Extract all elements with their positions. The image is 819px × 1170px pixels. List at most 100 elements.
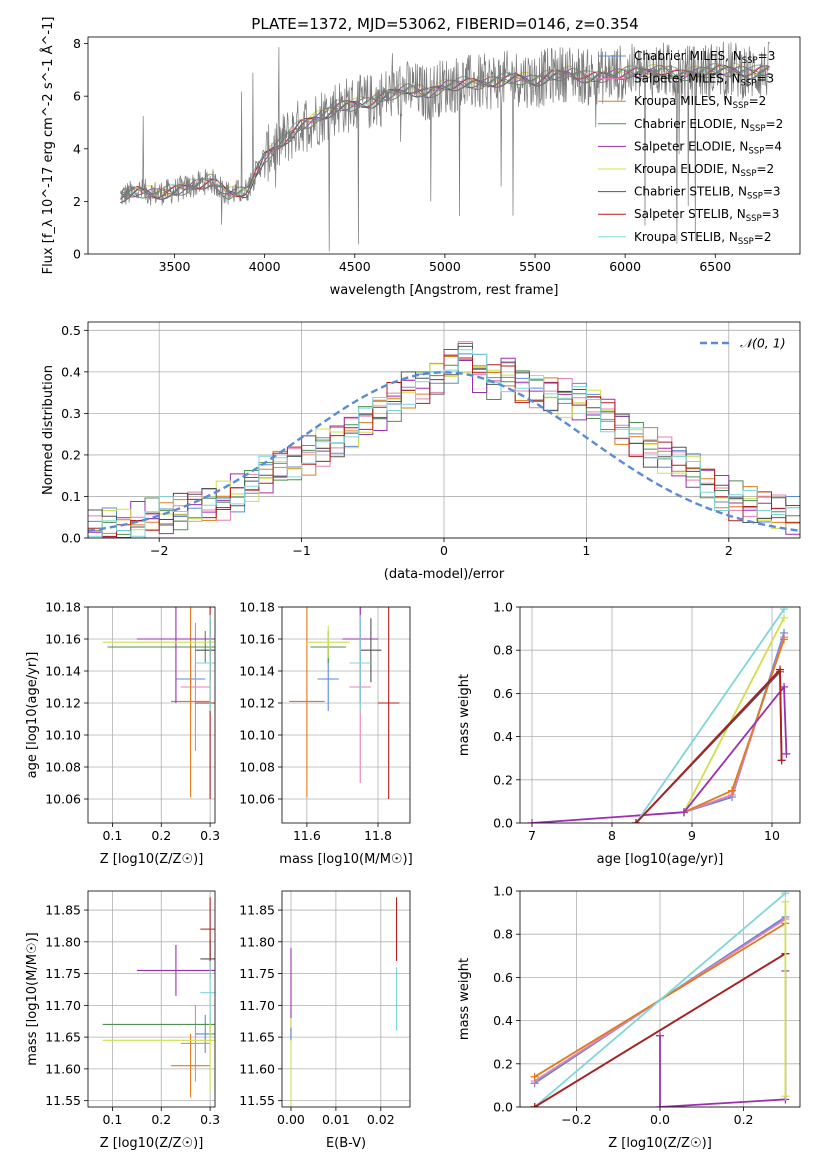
y-tick-label: 11.85 — [45, 903, 81, 918]
mass-vs-ebv-panel: 0.00 0.01 0.02 11.55 11.60 11.65 11.70 11.75 11.… — [239, 890, 411, 1151]
x-tick-label: 0.00 — [277, 1112, 305, 1127]
residual-histogram-step — [88, 349, 800, 537]
grid-lines — [520, 606, 800, 824]
x-tick-label: 0.2 — [151, 1112, 171, 1127]
mass-weight-marker — [777, 756, 786, 765]
y-tick-label: 11.60 — [239, 1061, 275, 1076]
x-axis-label: Z [log10(Z/Z☉)] — [100, 852, 204, 867]
y-tick-label: 11.75 — [45, 966, 81, 981]
y-tick-label: 11.80 — [45, 934, 81, 949]
y-tick-label: 11.65 — [239, 1030, 275, 1045]
mass-weight-marker — [782, 749, 791, 758]
residual-histogram-step — [88, 345, 800, 538]
mass-weight-marker — [781, 891, 790, 898]
y-axis-label: Normed distribution — [41, 365, 56, 495]
data-point-errorbar — [378, 607, 400, 799]
y-tick-label: 8 — [73, 36, 81, 51]
mass-weight-marker — [656, 1103, 664, 1107]
axes: 0.1 0.2 0.3 11.55 11.60 11.65 11.70 11.75 11.80 1… — [25, 890, 220, 1151]
mass-weight-line — [635, 608, 785, 823]
y-tick-label: 10.06 — [45, 792, 81, 807]
legend-label: Chabrier STELIB, NSSP=3 — [634, 185, 781, 202]
y-tick-label: 10.14 — [239, 664, 275, 679]
axes-frame — [87, 321, 801, 539]
x-tick-label: −0.2 — [561, 1112, 591, 1127]
y-tick-label: 10.12 — [239, 696, 275, 711]
mass-weight-marker — [530, 1072, 539, 1081]
legend: 𝒩(0, 1) — [700, 336, 786, 351]
mass-weight-marker — [780, 682, 788, 691]
axes: −2 −1 0 1 2 0.0 0.1 0.2 0.3 0.4 0.5 (data-model)/er… — [41, 321, 801, 582]
x-axis-label: Z [log10(Z/Z☉)] — [100, 1136, 204, 1151]
data-point-errorbar — [195, 615, 215, 711]
y-tick-label: 10.08 — [239, 760, 275, 775]
y-tick-label: 10.16 — [239, 632, 275, 647]
y-tick-label: 0.0 — [61, 531, 81, 546]
legend-label: Salpeter ELODIE, NSSP=4 — [634, 139, 782, 156]
data-point-errorbar — [180, 1005, 211, 1082]
axes: 0.1 0.2 0.3 10.06 10.08 10.10 10.12 10.14 10.16 1… — [25, 600, 220, 868]
y-axis-label: mass weight — [457, 674, 472, 756]
mass-weight-marker — [728, 786, 736, 795]
x-tick-label: 0.1 — [102, 1112, 122, 1127]
y-tick-label: 0.4 — [61, 364, 81, 379]
legend-label: Kroupa STELIB, NSSP=2 — [634, 230, 772, 247]
axes-frame — [87, 890, 216, 1108]
legend-label: Kroupa MILES, NSSP=2 — [634, 94, 766, 111]
y-tick-label: 11.70 — [239, 998, 275, 1013]
x-tick-label: 6500 — [699, 259, 731, 274]
mass-weight-marker — [680, 808, 688, 817]
y-tick-label: 0.8 — [493, 927, 513, 942]
y-tick-label: 11.75 — [239, 966, 275, 981]
age-vs-metallicity-panel: 0.1 0.2 0.3 10.06 10.08 10.10 10.12 10.14 10.16 1… — [25, 600, 220, 868]
x-tick-label: 0.2 — [734, 1112, 754, 1127]
axes: 3500 4000 4500 5000 5500 6000 6500 0 2 4 6 8 wavelen… — [40, 17, 801, 298]
x-tick-label: 8 — [608, 828, 616, 843]
y-tick-label: 11.70 — [45, 998, 81, 1013]
data-point-errorbar — [200, 960, 215, 1025]
y-tick-label: 10.18 — [239, 600, 275, 615]
legend-label: Chabrier MILES, NSSP=3 — [634, 49, 775, 66]
legend-label: Chabrier ELODIE, NSSP=2 — [634, 117, 783, 134]
data-point-errorbar — [171, 1033, 211, 1098]
data-point-errorbar — [195, 1014, 215, 1053]
x-tick-label: 4500 — [339, 259, 371, 274]
mass-weight-line — [534, 892, 786, 1107]
data-point-errorbar — [171, 607, 211, 798]
y-tick-label: 6 — [73, 89, 81, 104]
x-axis-label: mass [log10(M/M☉)] — [279, 852, 412, 867]
x-axis-label: wavelength [Angstrom, rest frame] — [330, 283, 559, 298]
y-tick-label: 0.4 — [493, 1013, 513, 1028]
y-tick-label: 0.2 — [61, 447, 81, 462]
mass-weight-marker — [780, 613, 788, 622]
y-tick-label: 0.3 — [61, 406, 81, 421]
y-tick-label: 0.0 — [493, 1100, 513, 1115]
x-tick-label: 3500 — [159, 259, 191, 274]
axes-frame — [281, 606, 411, 824]
mass-weight-line — [531, 684, 788, 823]
axes: 11.6 11.8 10.06 10.08 10.10 10.12 10.14 10.16 10… — [239, 600, 413, 868]
x-tick-label: 2 — [725, 543, 733, 558]
mass-weight-marker — [780, 607, 788, 614]
x-tick-label: 11.6 — [293, 828, 321, 843]
x-tick-label: −2 — [150, 543, 168, 558]
x-tick-label: 0.3 — [200, 1112, 220, 1127]
y-tick-label: 11.80 — [239, 934, 275, 949]
x-axis-label: E(B-V) — [326, 1136, 366, 1151]
axes-frame — [519, 890, 801, 1108]
legend-label: Kroupa ELODIE, NSSP=2 — [634, 162, 774, 179]
legend-label: Salpeter STELIB, NSSP=3 — [634, 207, 779, 224]
grid-lines — [282, 891, 410, 1107]
plot-area — [102, 607, 215, 799]
x-tick-label: 0.02 — [367, 1112, 395, 1127]
mass-weight-marker — [530, 1103, 539, 1107]
y-axis-label: mass weight — [457, 958, 472, 1040]
y-tick-label: 11.55 — [45, 1093, 81, 1108]
y-axis-label: age [log10(age/yr)] — [25, 652, 40, 779]
data-point-errorbar — [180, 623, 211, 751]
mass-weight-line — [683, 617, 785, 813]
x-tick-label: 7 — [528, 828, 536, 843]
y-tick-label: 11.60 — [45, 1061, 81, 1076]
axes: 7 8 9 10 0.0 0.2 0.4 0.6 0.8 1.0 age [log10(age/yr… — [457, 600, 801, 867]
